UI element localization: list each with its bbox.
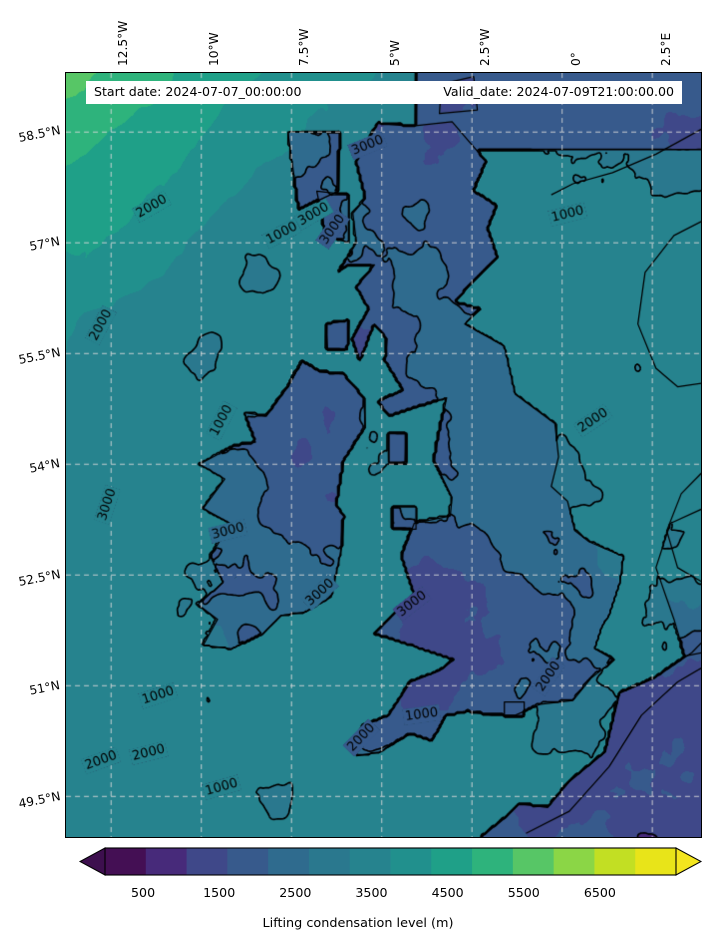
lat-tick-label: 57°N <box>28 234 62 254</box>
colorbar-tick-label: 3500 <box>355 885 388 900</box>
lon-tick-label: 5°W <box>387 40 402 66</box>
lon-tick-label: 10°W <box>206 32 221 66</box>
lat-tick-label: 49.5°N <box>17 789 62 812</box>
lon-tick-label: 7.5°W <box>297 28 312 66</box>
lon-tick-label: 2.5°E <box>659 32 674 66</box>
map-plot-area[interactable]: Start date: 2024-07-07_00:00:00 Valid_da… <box>65 72 702 838</box>
colorbar-swatches <box>78 847 703 876</box>
colorbar-tick-label: 5500 <box>507 885 540 900</box>
start-date-label: Start date: 2024-07-07_00:00:00 <box>94 84 302 100</box>
colorbar-tick-label: 4500 <box>431 885 464 900</box>
lat-tick-label: 54°N <box>28 456 62 476</box>
lat-tick-label: 58.5°N <box>17 123 62 146</box>
lon-tick-label: 0° <box>568 52 583 66</box>
lat-tick-label: 55.5°N <box>17 345 62 368</box>
colorbar-tick-label: 6500 <box>583 885 616 900</box>
colorbar[interactable] <box>0 841 716 885</box>
colorbar-tick-label: 2500 <box>279 885 312 900</box>
valid-date-label: Valid_date: 2024-07-09T21:00:00.00 <box>443 84 674 100</box>
date-banner: Start date: 2024-07-07_00:00:00 Valid_da… <box>86 81 682 104</box>
lat-tick-label: 51°N <box>28 678 62 698</box>
colorbar-tick-label: 500 <box>131 885 156 900</box>
colorbar-tick-label: 1500 <box>203 885 236 900</box>
lat-tick-label: 52.5°N <box>17 567 62 590</box>
colorbar-axis-label: Lifting condensation level (m) <box>262 916 454 931</box>
lon-tick-label: 12.5°W <box>116 20 131 66</box>
lcl-contour-map <box>66 73 701 837</box>
lon-tick-label: 2.5°W <box>478 28 493 66</box>
